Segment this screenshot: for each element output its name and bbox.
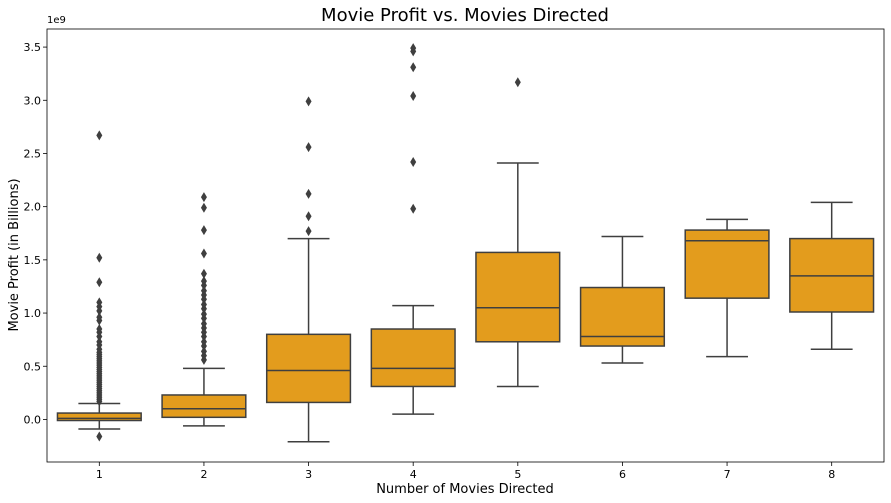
x-tick-label: 3 [305, 468, 312, 481]
outlier-point [96, 324, 103, 335]
box-body-1 [56, 412, 142, 422]
box-body-6 [579, 286, 666, 347]
y-axis-exponent-label: 1e9 [47, 15, 66, 26]
outlier-point [410, 91, 417, 102]
outlier-point [96, 336, 103, 347]
outlier-point [200, 268, 207, 279]
outlier-point [96, 130, 103, 141]
outlier-point [305, 188, 312, 199]
y-tick-label: 0.5 [24, 360, 42, 373]
x-tick-label: 2 [200, 468, 207, 481]
y-tick-label: 2.0 [24, 201, 42, 214]
outlier-point [96, 431, 103, 442]
outlier-point [305, 226, 312, 237]
outlier-point [96, 252, 103, 263]
outlier-point [96, 297, 103, 308]
y-tick-label: 3.0 [24, 94, 42, 107]
outlier-point [305, 211, 312, 222]
outlier-point [200, 192, 207, 203]
plot-frame [46, 28, 885, 463]
outlier-point [200, 202, 207, 213]
box-body-4 [370, 328, 456, 388]
outlier-point [410, 203, 417, 214]
y-tick-label: 1.5 [24, 254, 42, 267]
x-tick-label: 8 [828, 468, 835, 481]
outlier-point [96, 277, 103, 288]
plot-area: 0.0 0.5 1.0 1.5 2.0 2.5 3.0 3.5 1 2 3 4 5 6 7 8 [24, 28, 885, 481]
x-tick-label: 6 [619, 468, 626, 481]
box-body-5 [475, 251, 561, 343]
outlier-point [200, 336, 207, 347]
x-tick-label: 7 [724, 468, 731, 481]
outlier-point [514, 77, 521, 88]
box-body-2 [161, 394, 247, 419]
outlier-point [410, 43, 417, 54]
outlier-point [410, 156, 417, 167]
x-tick-label: 4 [410, 468, 417, 481]
y-axis-label: Movie Profit (in Billions) [7, 178, 22, 331]
outlier-point [200, 318, 207, 329]
x-axis-label: Number of Movies Directed [376, 482, 554, 497]
y-tick-label: 2.5 [24, 147, 42, 160]
chart-title: Movie Profit vs. Movies Directed [321, 5, 609, 26]
y-tick-label: 3.5 [24, 41, 42, 54]
outlier-point [200, 285, 207, 296]
outlier-point [305, 96, 312, 107]
outlier-point [200, 299, 207, 310]
y-tick-label: 1.0 [24, 307, 42, 320]
box-body-3 [265, 333, 352, 404]
outlier-point [200, 346, 207, 357]
outlier-point [96, 312, 103, 323]
outlier-point [410, 62, 417, 73]
outlier-point [200, 248, 207, 259]
outlier-point [200, 225, 207, 236]
outlier-point [200, 309, 207, 320]
outlier-point [200, 276, 207, 287]
x-tick-label: 1 [96, 468, 103, 481]
outlier-point [305, 142, 312, 153]
y-tick-label: 0.0 [24, 413, 42, 426]
x-tick-label: 5 [514, 468, 521, 481]
